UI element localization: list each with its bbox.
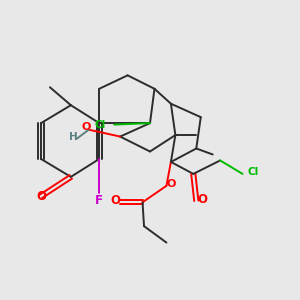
- Text: O: O: [198, 193, 208, 206]
- Text: O: O: [166, 179, 176, 189]
- Text: Cl: Cl: [248, 167, 259, 177]
- Text: O: O: [36, 190, 46, 203]
- Text: F: F: [95, 194, 103, 207]
- Text: O: O: [82, 122, 91, 132]
- Text: Cl: Cl: [94, 120, 106, 130]
- Text: O: O: [111, 194, 121, 207]
- Text: H: H: [69, 132, 78, 142]
